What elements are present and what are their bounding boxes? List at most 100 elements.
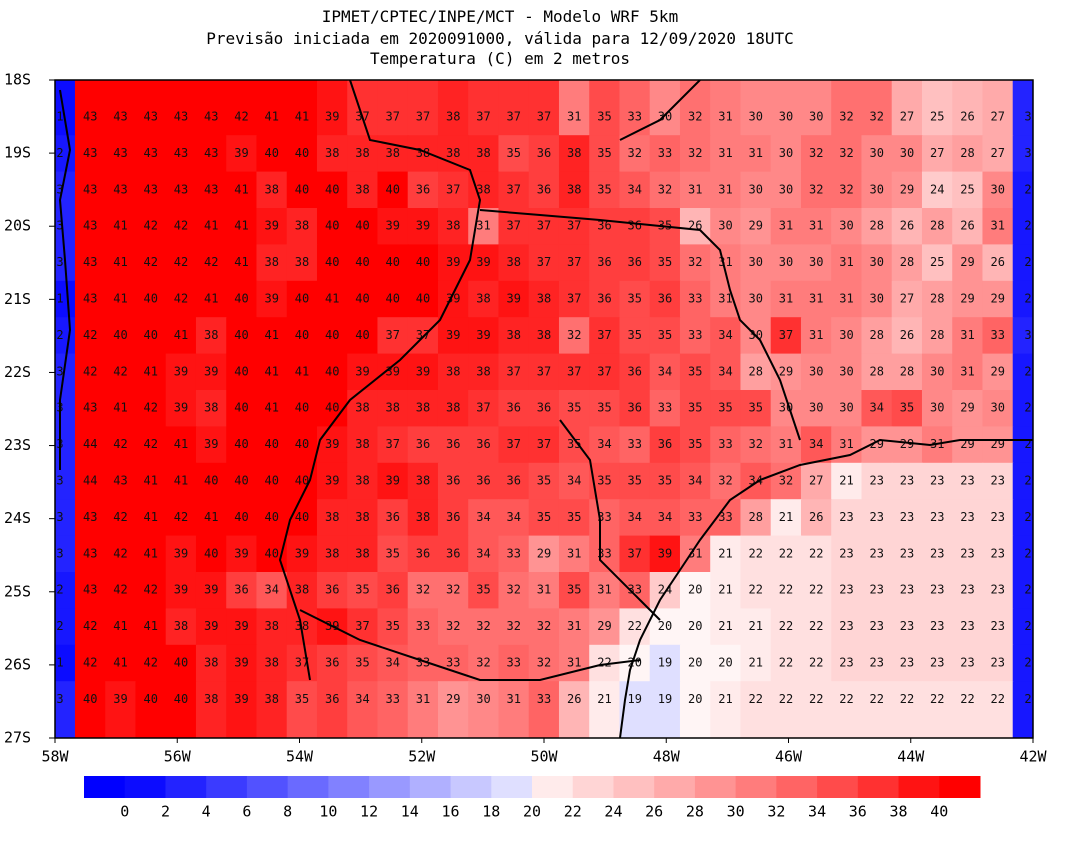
cell bbox=[1012, 390, 1033, 427]
cell bbox=[558, 244, 591, 282]
cell-value: 23 bbox=[960, 474, 974, 488]
cell bbox=[770, 462, 802, 500]
cell bbox=[256, 572, 288, 609]
cell bbox=[619, 244, 651, 282]
cell bbox=[226, 426, 258, 464]
colorbar-label: 24 bbox=[604, 803, 622, 821]
cell-value: 40 bbox=[295, 328, 309, 342]
cell-value: 44 bbox=[83, 474, 97, 488]
cell-value: 30 bbox=[809, 255, 823, 269]
cell bbox=[679, 535, 712, 573]
cell-value: 2 bbox=[56, 146, 63, 160]
cell-value: 32 bbox=[809, 146, 823, 160]
cell bbox=[831, 280, 863, 318]
cell-value: 39 bbox=[295, 546, 309, 560]
cell bbox=[619, 608, 651, 646]
cell-value: 30 bbox=[900, 146, 914, 160]
cell-value: 39 bbox=[174, 401, 188, 415]
cell-value: 38 bbox=[174, 619, 188, 633]
cell bbox=[740, 462, 772, 500]
title-line: Previsão iniciada em 2020091000, válida … bbox=[206, 29, 794, 48]
cell-value: 38 bbox=[355, 146, 369, 160]
cell-value: 32 bbox=[839, 110, 853, 124]
cell-value: 23 bbox=[960, 619, 974, 633]
cell bbox=[226, 244, 258, 282]
cell-value: 37 bbox=[779, 328, 793, 342]
cell bbox=[831, 608, 863, 646]
cell-value: 26 bbox=[960, 110, 974, 124]
cell-value: 40 bbox=[265, 146, 279, 160]
cell-value: 35 bbox=[537, 510, 551, 524]
title-line: Temperatura (C) em 2 metros bbox=[370, 49, 630, 68]
cell-value: 19 bbox=[658, 656, 672, 670]
cell bbox=[649, 135, 681, 173]
y-axis-label: 22S bbox=[4, 363, 31, 381]
cell bbox=[165, 353, 197, 391]
colorbar-box bbox=[165, 776, 207, 798]
cell-value: 28 bbox=[900, 364, 914, 378]
cell-value: 38 bbox=[295, 583, 309, 597]
cell bbox=[952, 426, 984, 464]
cell bbox=[1012, 353, 1033, 391]
colorbar-label: 2 bbox=[161, 803, 170, 821]
cell bbox=[558, 426, 591, 464]
colorbar-box bbox=[532, 776, 574, 798]
cell bbox=[286, 171, 318, 209]
cell-value: 34 bbox=[628, 510, 642, 524]
cell-value: 22 bbox=[779, 692, 793, 706]
cell bbox=[921, 208, 954, 245]
cell bbox=[407, 572, 439, 609]
cell-value: 33 bbox=[537, 692, 551, 706]
cell bbox=[921, 681, 954, 738]
cell bbox=[831, 644, 863, 682]
cell-value: 35 bbox=[567, 437, 581, 451]
cell-value: 2 bbox=[1024, 182, 1031, 196]
cell-value: 35 bbox=[628, 292, 642, 306]
cell-value: 33 bbox=[416, 619, 430, 633]
title-line: IPMET/CPTEC/INPE/MCT - Modelo WRF 5km bbox=[322, 7, 678, 26]
cell-value: 43 bbox=[144, 146, 158, 160]
cell bbox=[468, 499, 500, 537]
cell bbox=[105, 644, 137, 682]
cell bbox=[498, 644, 530, 682]
cell bbox=[528, 572, 560, 609]
cell-value: 38 bbox=[204, 401, 218, 415]
cell-value: 35 bbox=[688, 437, 702, 451]
cell-value: 38 bbox=[325, 146, 339, 160]
cell bbox=[921, 572, 954, 609]
cell-value: 26 bbox=[960, 219, 974, 233]
cell bbox=[589, 80, 621, 136]
cell bbox=[982, 499, 1014, 537]
cell-value: 36 bbox=[507, 474, 521, 488]
cell bbox=[74, 317, 107, 355]
cell bbox=[619, 462, 651, 500]
boundaries bbox=[58, 80, 1033, 738]
cell bbox=[861, 244, 893, 282]
cell-value: 41 bbox=[113, 219, 127, 233]
colorbar-label: 38 bbox=[890, 803, 908, 821]
cell bbox=[135, 280, 167, 318]
cell-value: 23 bbox=[991, 583, 1005, 597]
cell-value: 31 bbox=[567, 619, 581, 633]
cell-value: 23 bbox=[930, 474, 944, 488]
cell-value: 44 bbox=[83, 437, 97, 451]
cell bbox=[135, 208, 167, 245]
x-axis-label: 48W bbox=[653, 748, 681, 766]
cell bbox=[195, 572, 228, 609]
cell-value: 40 bbox=[113, 328, 127, 342]
cell-value: 32 bbox=[416, 583, 430, 597]
cell-value: 38 bbox=[476, 292, 490, 306]
cell bbox=[800, 462, 833, 500]
cell bbox=[286, 208, 318, 245]
cell bbox=[921, 353, 954, 391]
cell bbox=[256, 608, 288, 646]
cell bbox=[800, 317, 833, 355]
cell-value: 37 bbox=[416, 110, 430, 124]
cell bbox=[316, 535, 349, 573]
cell-value: 28 bbox=[870, 328, 884, 342]
cell-value: 35 bbox=[597, 110, 611, 124]
cell bbox=[891, 244, 923, 282]
cell-value: 43 bbox=[144, 182, 158, 196]
cell bbox=[347, 426, 379, 464]
cell bbox=[74, 280, 107, 318]
